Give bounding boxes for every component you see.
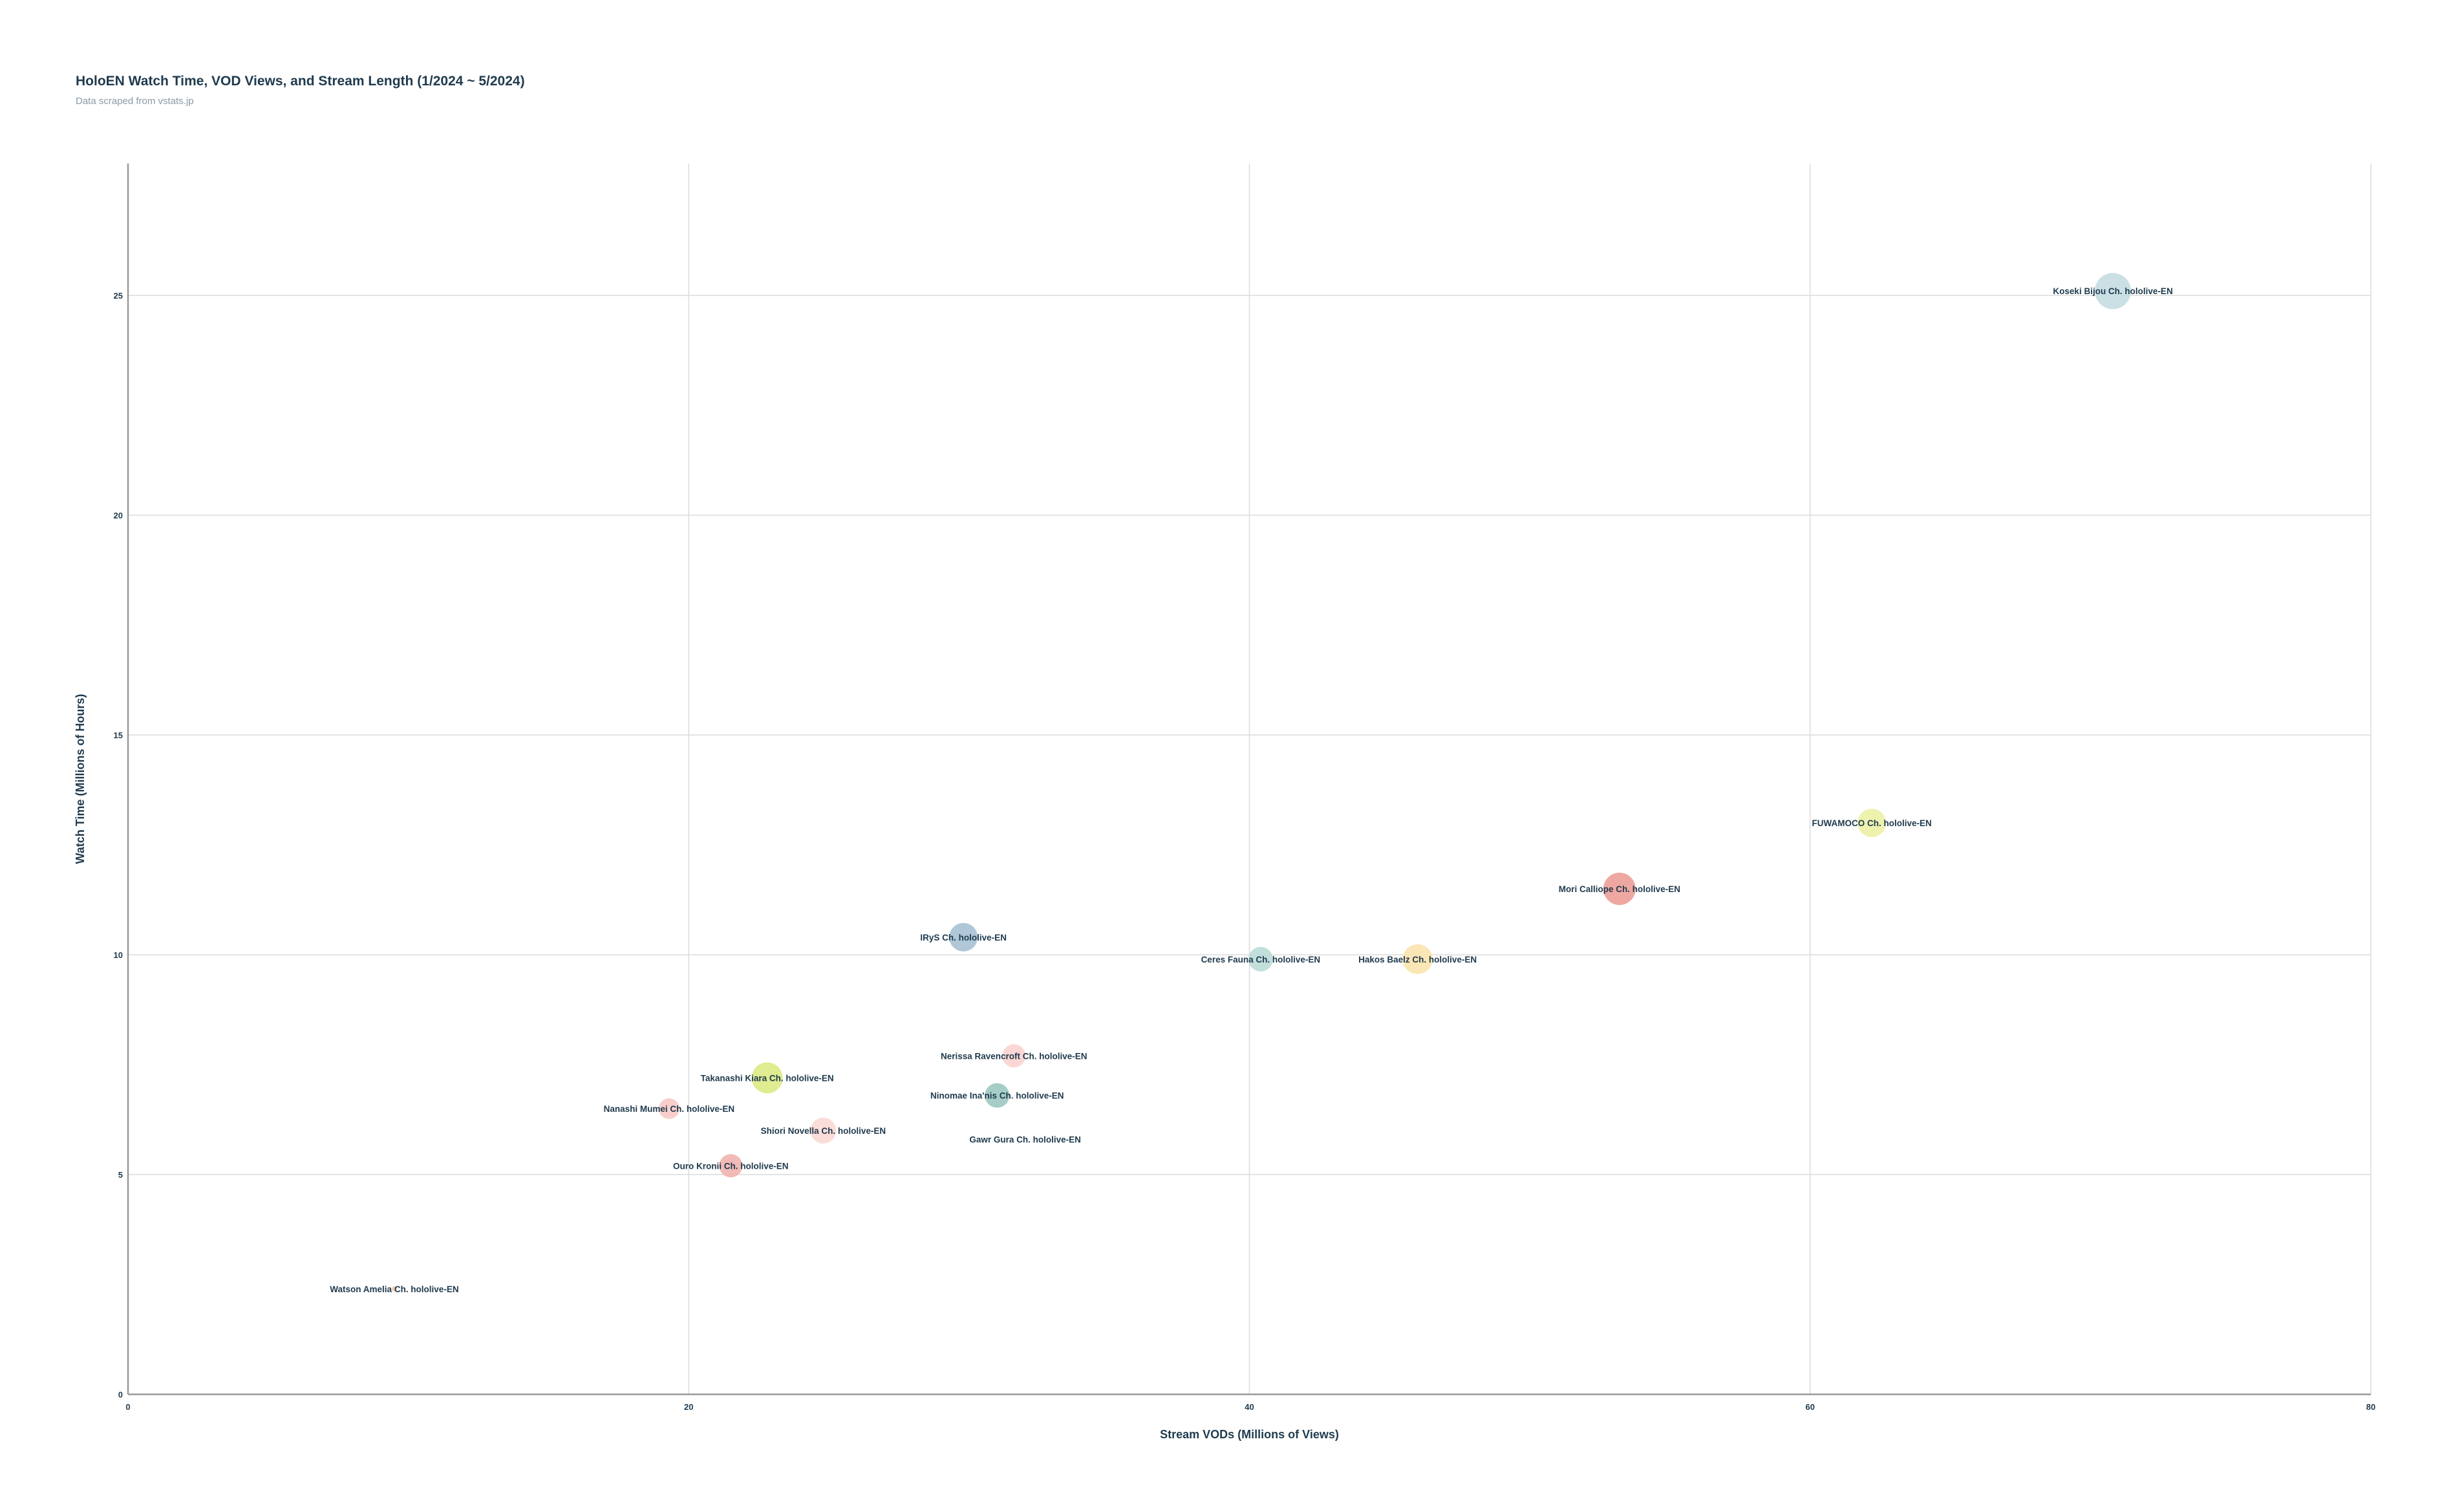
point-labels: Koseki Bijou Ch. hololive-EN FUWAMOCO Ch.… <box>330 286 2172 1294</box>
point-label: Ninomae Ina'nis Ch. hololive-EN <box>930 1091 1064 1101</box>
chart-subtitle: Data scraped from vstats.jp <box>76 96 194 107</box>
point-label: Nanashi Mumei Ch. hololive-EN <box>604 1104 735 1114</box>
point-label: Nerissa Ravencroft Ch. hololive-EN <box>941 1051 1087 1061</box>
x-axis-title: Stream VODs (Millions of Views) <box>1160 1428 1339 1441</box>
bubble-point[interactable] <box>719 1154 743 1178</box>
y-tick-label: 15 <box>114 730 123 740</box>
y-tick-label: 20 <box>114 511 123 520</box>
point-label: IRyS Ch. hololive-EN <box>920 933 1007 942</box>
y-tick-label: 0 <box>118 1390 123 1400</box>
bubble-point[interactable] <box>1248 946 1273 972</box>
data-points <box>391 273 2132 1292</box>
x-tick-label: 40 <box>1245 1402 1254 1412</box>
chart-title: HoloEN Watch Time, VOD Views, and Stream… <box>76 74 525 89</box>
point-label: Gawr Gura Ch. hololive-EN <box>969 1135 1081 1145</box>
bubble-point[interactable] <box>751 1062 783 1094</box>
y-tick-label: 5 <box>118 1170 123 1180</box>
bubble-point[interactable] <box>391 1286 397 1292</box>
bubble-point[interactable] <box>810 1118 837 1144</box>
point-label: Ouro Kronii Ch. hololive-EN <box>673 1161 789 1171</box>
point-label: Mori Calliope Ch. hololive-EN <box>1559 884 1680 894</box>
y-axis-title: Watch Time (Millions of Hours) <box>74 694 87 864</box>
point-label: FUWAMOCO Ch. hololive-EN <box>1812 818 1932 828</box>
y-tick-label: 25 <box>114 291 123 301</box>
tick-labels: 0 20 40 60 80 0 5 10 15 20 25 <box>114 291 2376 1412</box>
bubble-point[interactable] <box>1603 873 1636 905</box>
point-label: Watson Amelia Ch. hololive-EN <box>330 1284 458 1294</box>
bubble-point[interactable] <box>1857 809 1887 837</box>
bubble-point[interactable] <box>1402 944 1433 974</box>
point-label: Hakos Baelz Ch. hololive-EN <box>1358 955 1477 964</box>
x-tick-label: 20 <box>684 1402 693 1412</box>
axes <box>127 164 2371 1396</box>
bubble-point[interactable] <box>2095 273 2132 310</box>
bubble-point[interactable] <box>658 1098 680 1119</box>
y-tick-label: 10 <box>114 950 123 960</box>
point-label: Koseki Bijou Ch. hololive-EN <box>2053 286 2172 296</box>
bubble-point[interactable] <box>985 1083 1010 1108</box>
point-label: Shiori Novella Ch. hololive-EN <box>761 1126 886 1136</box>
grid <box>128 164 2371 1394</box>
point-label: Ceres Fauna Ch. hololive-EN <box>1201 955 1321 964</box>
point-label: Takanashi Kiara Ch. hololive-EN <box>701 1073 834 1083</box>
x-tick-label: 80 <box>2366 1402 2375 1412</box>
x-tick-label: 0 <box>125 1402 130 1412</box>
bubble-point[interactable] <box>949 922 978 952</box>
x-tick-label: 60 <box>1806 1402 1815 1412</box>
bubble-point[interactable] <box>1002 1044 1026 1068</box>
